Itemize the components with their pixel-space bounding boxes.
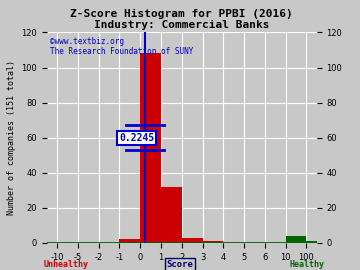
Text: ©www.textbiz.org
The Research Foundation of SUNY: ©www.textbiz.org The Research Foundation…	[50, 37, 193, 56]
Y-axis label: Number of companies (151 total): Number of companies (151 total)	[7, 60, 16, 215]
Text: Score: Score	[167, 260, 193, 269]
Bar	[161, 187, 182, 243]
Bar	[285, 236, 306, 243]
Bar	[306, 241, 327, 243]
Text: 0.2245: 0.2245	[119, 133, 154, 143]
Bar	[203, 241, 223, 243]
Bar	[120, 239, 140, 243]
Bar	[182, 238, 203, 243]
Text: Unhealthy: Unhealthy	[43, 260, 88, 269]
Bar	[140, 53, 161, 243]
Title: Z-Score Histogram for PPBI (2016)
Industry: Commercial Banks: Z-Score Histogram for PPBI (2016) Indust…	[71, 9, 293, 30]
Text: Healthy: Healthy	[289, 260, 324, 269]
